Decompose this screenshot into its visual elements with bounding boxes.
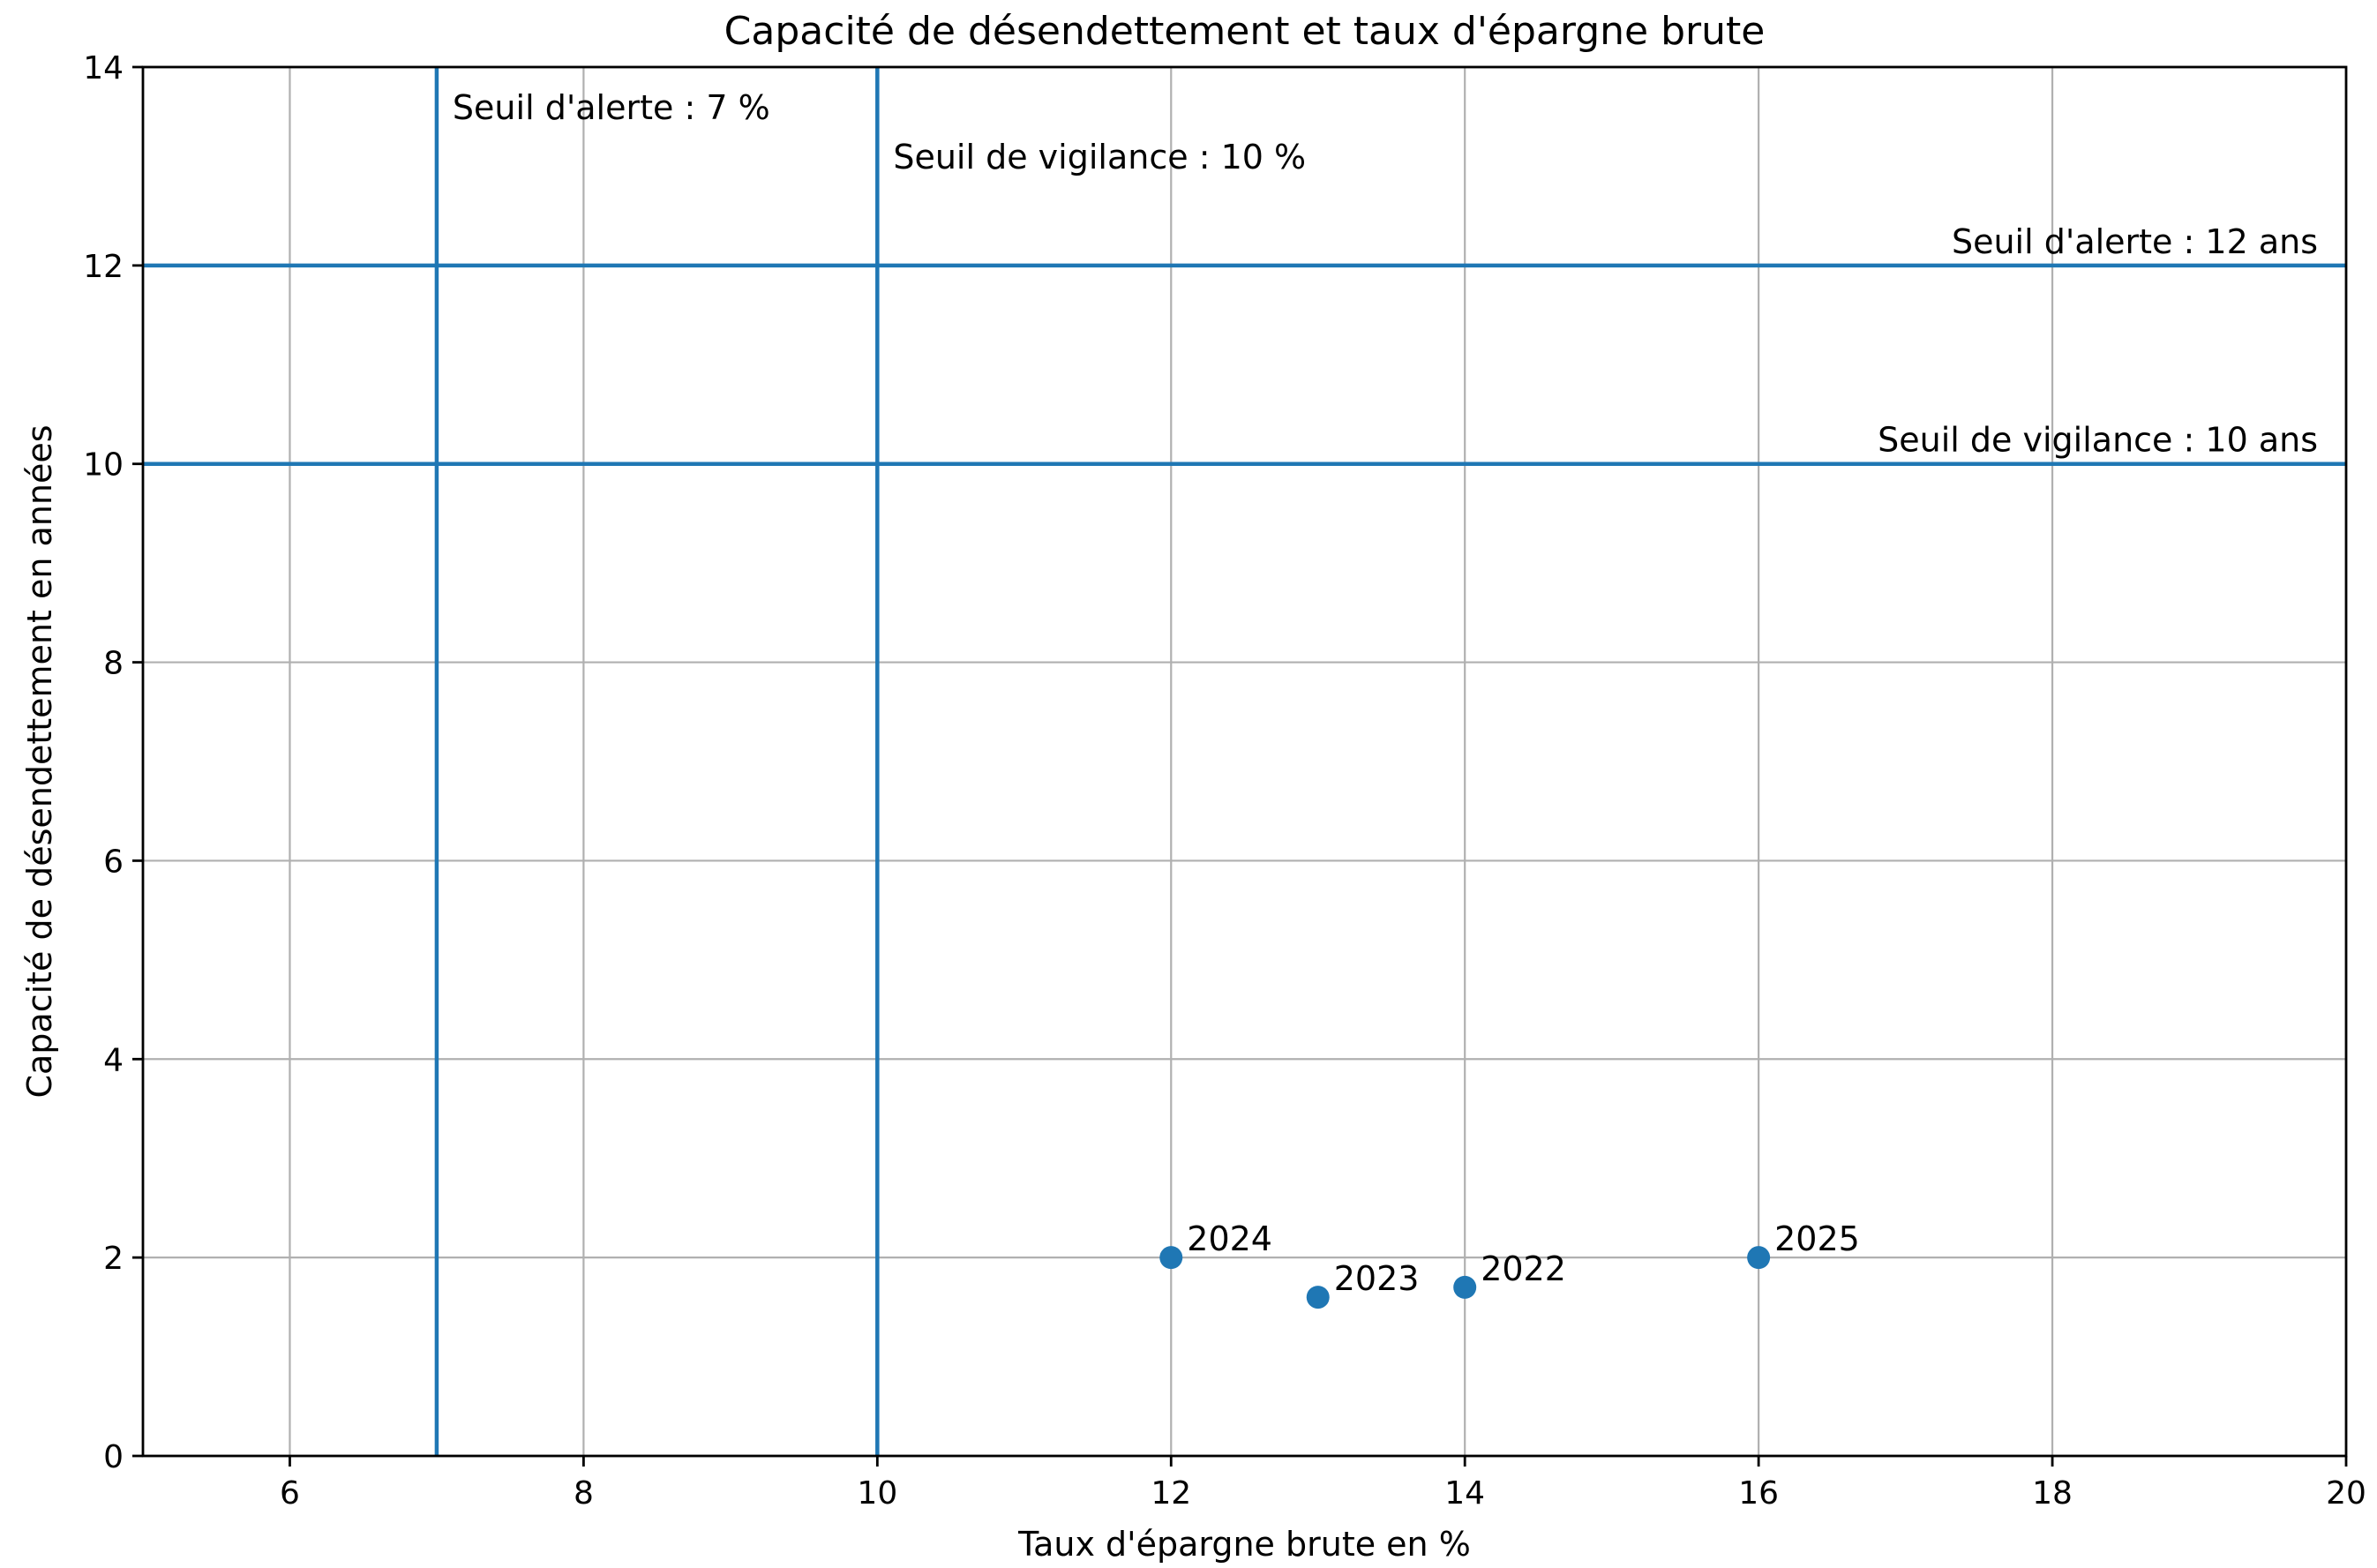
y-axis-label: Capacité de désendettement en années [20, 424, 59, 1098]
y-tick-label: 6 [103, 844, 124, 880]
x-tick-label: 16 [1738, 1475, 1779, 1512]
x-tick-label: 6 [280, 1475, 300, 1512]
data-point [1747, 1246, 1771, 1270]
threshold-label: Seuil d'alerte : 7 % [453, 88, 770, 127]
threshold-layer: Seuil d'alerte : 7 % Seuil de vigilance :… [143, 67, 2346, 1456]
x-tick-label: 10 [857, 1475, 897, 1512]
point-label: 2022 [1481, 1249, 1566, 1288]
x-axis-label: Taux d'épargne brute en % [1017, 1525, 1471, 1564]
tick-layer: 6 8 10 12 14 16 18 20 0 2 4 6 8 10 12 14 [83, 50, 2366, 1512]
x-tick-label: 12 [1151, 1475, 1191, 1512]
threshold-label: Seuil d'alerte : 12 ans [1952, 222, 2318, 261]
y-tick-label: 2 [103, 1241, 124, 1277]
y-tick-label: 12 [83, 249, 124, 285]
chart-title: Capacité de désendettement et taux d'épa… [724, 9, 1766, 54]
y-tick-label: 0 [103, 1439, 124, 1475]
data-point [1453, 1275, 1477, 1299]
x-tick-label: 14 [1444, 1475, 1485, 1512]
x-tick-label: 20 [2326, 1475, 2366, 1512]
data-point [1159, 1246, 1183, 1270]
data-point [1306, 1286, 1330, 1309]
plot-frame [141, 65, 2348, 1458]
y-tick-label: 14 [83, 50, 124, 86]
point-layer: 2022 2023 2024 2025 [1159, 1219, 1860, 1309]
y-tick-label: 10 [83, 447, 124, 484]
threshold-label: Seuil de vigilance : 10 % [893, 138, 1306, 176]
point-label: 2024 [1187, 1219, 1272, 1258]
x-tick-label: 18 [2032, 1475, 2073, 1512]
x-tick-label: 8 [574, 1475, 594, 1512]
y-tick-label: 4 [103, 1042, 124, 1078]
point-label: 2023 [1334, 1259, 1420, 1298]
point-label: 2025 [1774, 1219, 1860, 1258]
threshold-label: Seuil de vigilance : 10 ans [1878, 421, 2318, 460]
y-tick-label: 8 [103, 646, 124, 682]
